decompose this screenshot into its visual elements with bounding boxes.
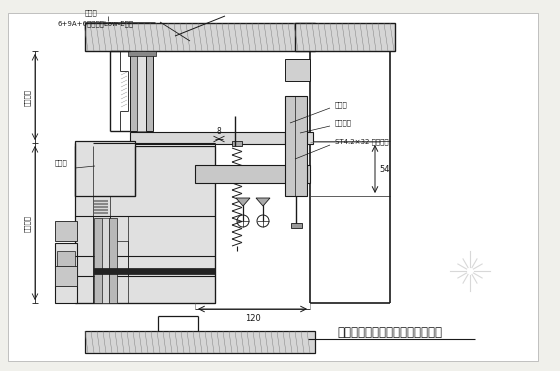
- Polygon shape: [236, 198, 250, 206]
- Bar: [285, 96, 307, 196]
- Bar: [75, 146, 215, 303]
- Bar: [291, 223, 302, 228]
- Text: 密封胶: 密封胶: [335, 101, 348, 108]
- Text: 某明框玻璃幕墙（八）纵剖节点图: 某明框玻璃幕墙（八）纵剖节点图: [338, 326, 442, 339]
- Text: 玻璃料: 玻璃料: [85, 9, 98, 16]
- Bar: [137, 51, 146, 131]
- Text: 分格尺寸: 分格尺寸: [24, 89, 30, 105]
- Bar: [55, 266, 77, 286]
- Text: ST4.2×32 自攻螺钉: ST4.2×32 自攻螺钉: [335, 138, 389, 145]
- Bar: [232, 141, 242, 146]
- Text: 分格尺寸: 分格尺寸: [24, 214, 30, 232]
- Bar: [75, 141, 135, 196]
- Bar: [85, 331, 315, 353]
- Text: 120: 120: [245, 314, 260, 323]
- Bar: [146, 51, 153, 131]
- Bar: [57, 251, 75, 273]
- Bar: [285, 59, 310, 81]
- Text: 密封胶: 密封胶: [55, 159, 68, 165]
- Bar: [102, 218, 109, 303]
- Bar: [195, 165, 310, 183]
- Bar: [130, 132, 295, 144]
- Text: 6+9A+6钢化中空Low-E玻璃: 6+9A+6钢化中空Low-E玻璃: [57, 20, 133, 27]
- Bar: [128, 51, 156, 56]
- Bar: [85, 23, 315, 51]
- Bar: [130, 51, 137, 131]
- Polygon shape: [256, 198, 270, 206]
- Bar: [295, 23, 395, 51]
- Bar: [55, 221, 77, 241]
- Text: 密封玉带: 密封玉带: [335, 119, 352, 126]
- Text: 8: 8: [217, 127, 221, 136]
- Bar: [94, 268, 215, 274]
- Bar: [94, 218, 102, 303]
- Bar: [285, 132, 313, 144]
- Text: 54: 54: [379, 164, 390, 174]
- Bar: [109, 218, 117, 303]
- Bar: [55, 243, 77, 303]
